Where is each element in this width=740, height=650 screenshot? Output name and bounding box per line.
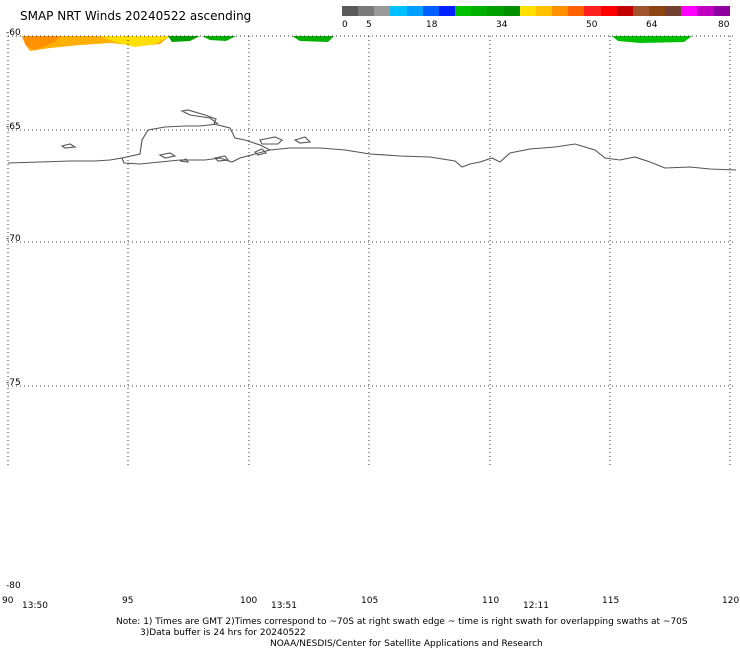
lon-label-90: 90 (2, 596, 14, 606)
colorbar-segment (503, 6, 520, 16)
colorbar-segment (552, 6, 569, 16)
colorbar-tick-label: 80 (718, 20, 730, 30)
lon-label-95: 95 (122, 596, 134, 606)
swath-time-label: 13:50 (22, 601, 48, 611)
colorbar-segment (422, 6, 439, 16)
swath-time-label: 12:11 (523, 601, 549, 611)
colorbar-tick-label: 50 (586, 20, 598, 30)
swath-time-label: 13:51 (271, 601, 297, 611)
swath-patch-green-2 (202, 36, 236, 41)
wind-swath-patches (22, 36, 692, 51)
lat-label-60: -60 (6, 28, 21, 38)
colorbar-segment (584, 6, 601, 16)
colorbar-segment (406, 6, 423, 16)
swath-patch-yellow (100, 36, 170, 47)
lat-label-65: -65 (6, 122, 21, 132)
footnote-line-1: Note: 1) Times are GMT 2)Times correspon… (116, 617, 688, 627)
swath-patch-green-3 (292, 36, 334, 42)
colorbar-segment (358, 6, 375, 16)
colorbar-segment (374, 6, 391, 16)
colorbar-segment (519, 6, 536, 16)
wind-speed-colorbar (342, 6, 730, 16)
lon-label-110: 110 (482, 596, 500, 606)
colorbar-segment (455, 6, 472, 16)
footnotes: Note: 1) Times are GMT 2)Times correspon… (116, 617, 688, 650)
colorbar-tick-label: 0 (342, 20, 348, 30)
colorbar-segment (616, 6, 633, 16)
lon-label-120: 120 (722, 596, 740, 606)
colorbar-segment (600, 6, 617, 16)
colorbar-segment (568, 6, 585, 16)
colorbar-segment (342, 6, 359, 16)
colorbar-segment (535, 6, 553, 16)
map-title: SMAP NRT Winds 20240522 ascending (20, 9, 252, 23)
swath-patch-green-4 (612, 36, 692, 43)
lon-label-105: 105 (361, 596, 379, 606)
colorbar-tick-label: 18 (426, 20, 438, 30)
colorbar-segment (390, 6, 407, 16)
colorbar-segment (713, 6, 730, 16)
colorbar-segment (665, 6, 682, 16)
colorbar-tick-label: 5 (366, 20, 372, 30)
antarctic-coastline (7, 109, 737, 171)
footnote-credit: NOAA/NESDIS/Center for Satellite Applica… (270, 639, 543, 649)
lat-label-80: -80 (6, 581, 21, 591)
lat-label-75: -75 (6, 378, 21, 388)
colorbar-segment (632, 6, 649, 16)
colorbar-segment (648, 6, 666, 16)
lon-label-115: 115 (602, 596, 620, 606)
colorbar-segment (681, 6, 698, 16)
lat-label-70: -70 (6, 234, 21, 244)
colorbar-tick-label: 64 (646, 20, 658, 30)
swath-patch-orange-left (22, 36, 60, 50)
lon-label-100: 100 (240, 596, 258, 606)
footnote-line-2: 3)Data buffer is 24 hrs for 20240522 (140, 628, 306, 638)
map-grid (7, 35, 736, 465)
colorbar-segment (471, 6, 488, 16)
colorbar-segment (487, 6, 504, 16)
colorbar-segment (438, 6, 456, 16)
colorbar-segment (697, 6, 714, 16)
colorbar-tick-label: 34 (496, 20, 508, 30)
swath-patch-green-1 (168, 36, 200, 42)
